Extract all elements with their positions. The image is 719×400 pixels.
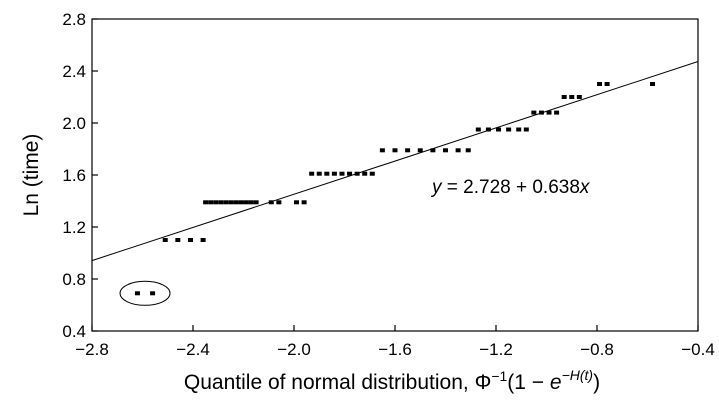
- data-point: [233, 200, 239, 205]
- data-point: [248, 200, 254, 205]
- data-point: [213, 200, 219, 205]
- data-point: [150, 291, 156, 296]
- data-point: [417, 148, 423, 153]
- data-point: [268, 200, 274, 205]
- data-point: [554, 110, 560, 115]
- data-point: [316, 171, 322, 176]
- data-point: [243, 200, 249, 205]
- y-tick-label: 2.0: [62, 114, 86, 133]
- x-axis-label-phi-exp: −1: [491, 368, 507, 384]
- x-tick-label: −0.8: [580, 340, 614, 359]
- data-point: [465, 148, 471, 153]
- data-point: [294, 200, 300, 205]
- data-point: [203, 200, 209, 205]
- data-point: [362, 171, 368, 176]
- data-point: [253, 200, 259, 205]
- data-point: [324, 171, 330, 176]
- data-point: [187, 238, 193, 242]
- equation-y: y: [430, 177, 443, 198]
- data-point: [443, 148, 448, 153]
- x-tick-label: −2.0: [277, 340, 311, 359]
- x-axis-label-main: Quantile of normal distribution,: [184, 371, 475, 394]
- data-point: [162, 238, 168, 242]
- fit-line-layer: [91, 61, 699, 262]
- data-point: [546, 110, 552, 115]
- data-point: [531, 110, 537, 115]
- x-tick-label: −2.4: [176, 340, 210, 359]
- x-tick-label: −1.6: [378, 340, 412, 359]
- x-axis-label-close: ): [593, 371, 600, 394]
- data-point: [597, 82, 603, 86]
- data-point: [516, 127, 522, 132]
- data-point: [485, 127, 491, 132]
- data-point: [561, 95, 567, 99]
- data-point: [506, 127, 512, 132]
- data-point: [309, 171, 315, 176]
- plot-area: [91, 18, 699, 332]
- data-point: [200, 238, 206, 242]
- equation-x: x: [579, 177, 591, 198]
- data-point: [175, 238, 181, 242]
- data-point: [405, 148, 411, 153]
- data-points: [134, 82, 656, 296]
- data-point: [475, 127, 481, 132]
- data-point: [369, 171, 375, 176]
- data-point: [223, 200, 229, 205]
- y-tick-label: 1.6: [62, 166, 86, 185]
- equation-body: = 2.728 + 0.638: [442, 177, 580, 198]
- data-point: [276, 200, 282, 205]
- data-point: [576, 95, 582, 99]
- data-point: [569, 95, 575, 99]
- x-axis-label-e: e: [550, 371, 562, 394]
- x-tick-label: −1.2: [479, 340, 513, 359]
- x-axis: −2.8 −2.4 −2.0 −1.6 −1.2 −0.8 −0.4: [75, 325, 715, 359]
- plot-frame: [91, 18, 699, 332]
- y-axis: 0.4 0.8 1.2 1.6 2.0 2.4 2.8: [62, 10, 98, 341]
- data-point: [523, 127, 529, 132]
- data-point: [238, 200, 244, 205]
- x-axis-label: Quantile of normal distribution, Φ−1(1 −…: [184, 367, 600, 394]
- data-point: [339, 171, 345, 176]
- data-point: [331, 171, 337, 176]
- data-point: [134, 291, 140, 296]
- y-tick-label: 2.8: [62, 10, 86, 29]
- data-point: [650, 82, 656, 86]
- x-axis-label-phi: Φ: [475, 371, 492, 394]
- fit-line: [91, 61, 699, 262]
- x-tick-label: −2.8: [75, 340, 109, 359]
- x-axis-label-e-exp: −H(t): [562, 367, 594, 383]
- y-tick-label: 0.8: [62, 270, 86, 289]
- data-point: [430, 148, 436, 153]
- y-axis-label: Ln (time): [20, 134, 43, 217]
- x-tick-label: −0.4: [681, 340, 715, 359]
- equation-label: y = 2.728 + 0.638x: [430, 177, 591, 198]
- data-point: [379, 148, 385, 153]
- outlier-ellipse: [119, 280, 171, 306]
- data-point: [301, 200, 307, 205]
- data-point: [208, 200, 214, 205]
- y-tick-label: 0.4: [62, 322, 86, 341]
- data-point: [496, 127, 502, 132]
- annotations: [119, 280, 171, 306]
- y-tick-label: 2.4: [62, 62, 86, 81]
- data-point: [354, 171, 360, 176]
- data-point: [538, 110, 544, 115]
- data-point: [347, 171, 353, 176]
- data-point: [228, 200, 234, 205]
- data-point: [218, 200, 224, 205]
- x-axis-label-open: (1 −: [507, 371, 550, 394]
- data-point: [392, 148, 398, 153]
- data-point: [455, 148, 461, 153]
- y-tick-label: 1.2: [62, 218, 86, 237]
- data-point: [604, 82, 610, 86]
